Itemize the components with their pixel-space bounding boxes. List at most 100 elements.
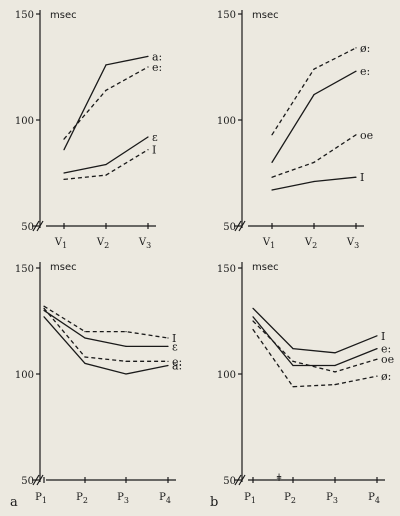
- series-line-3: [252, 320, 378, 373]
- series-line-2: [43, 309, 168, 348]
- x-tick-label-v3: V3: [138, 237, 151, 250]
- y-unit-label: msec: [252, 10, 279, 21]
- y-tick-label-50: 50: [21, 222, 34, 233]
- series-2-point-1: [252, 316, 254, 318]
- series-line-2: [271, 70, 357, 163]
- series-4-point-3: [334, 384, 336, 386]
- series-1-point-1: [63, 149, 65, 151]
- x-tick-label-p2: P2: [76, 492, 88, 505]
- y-unit-label: msec: [252, 262, 279, 273]
- series-label-2: e:: [381, 343, 391, 356]
- series-1-point-4: [167, 337, 169, 339]
- x-tick-label-p4: P4: [159, 492, 171, 505]
- series-1-point-1: [252, 307, 254, 309]
- series-3-point-3: [125, 360, 127, 362]
- series-2-point-1: [271, 161, 273, 163]
- y-tick-label-100: 100: [217, 116, 236, 127]
- series-label-3: e:: [172, 355, 182, 368]
- series-1-point-3: [147, 55, 149, 58]
- series-line-1: [43, 305, 169, 339]
- series-3-point-2: [84, 356, 86, 358]
- series-3-point-1: [63, 172, 65, 174]
- series-2-point-2: [292, 364, 294, 367]
- series-4-point-2: [84, 362, 86, 364]
- series-1-point-3: [355, 47, 357, 49]
- series-3-point-1: [43, 307, 45, 309]
- series-2-point-1: [43, 309, 45, 311]
- series-line-1: [271, 47, 357, 136]
- x-tick-label-v2: V2: [96, 237, 109, 250]
- series-3-point-4: [376, 358, 378, 360]
- series-label-1: ø:: [360, 42, 370, 55]
- x-tick-label-p2: P2: [284, 492, 296, 505]
- series-4-point-1: [252, 328, 254, 331]
- y-tick-label-150: 150: [217, 264, 236, 275]
- series-4-point-2: [313, 180, 315, 183]
- series-line-4: [252, 329, 378, 388]
- x-tick-label-v1: V1: [54, 237, 67, 250]
- series-2-point-4: [376, 348, 378, 350]
- series-2-point-3: [125, 345, 127, 347]
- series-2-point-3: [355, 70, 357, 72]
- series-label-4: I: [152, 144, 156, 157]
- series-1-point-3: [125, 331, 127, 333]
- chart-panel-3: 50 100 150 msec P1 P2 P3 P4 Iɛ e:a:: [15, 262, 182, 505]
- y-tick-label-150: 150: [217, 10, 236, 21]
- series-line-3: [43, 307, 168, 362]
- series-label-4: I: [360, 171, 364, 184]
- series-label-2: ɛ: [172, 340, 178, 353]
- p2-marker-glyph: ǂ: [277, 473, 282, 484]
- series-label-3: ɛ: [152, 131, 158, 144]
- series-3-point-1: [252, 320, 254, 322]
- series-2-point-3: [147, 66, 149, 68]
- series-line-1: [252, 307, 378, 354]
- series-label-4: a:: [172, 360, 182, 373]
- x-tick-label-p1: P1: [35, 492, 47, 505]
- series-1-point-2: [313, 68, 315, 70]
- chart-panel-1: 50 100 150 msec V1 V2 V3 a:e: ɛI: [15, 10, 162, 250]
- series-4-point-3: [147, 149, 149, 151]
- series-2-point-3: [334, 364, 336, 367]
- series-3-point-2: [313, 161, 315, 163]
- y-tick-label-150: 150: [15, 264, 34, 275]
- y-tick-label-150: 150: [15, 10, 34, 21]
- series-4-point-4: [167, 364, 169, 367]
- series-2-point-2: [105, 89, 107, 91]
- series-line-1: [63, 55, 149, 150]
- series-4-point-2: [105, 174, 107, 176]
- series-label-3: oe: [381, 353, 394, 366]
- series-label-1: I: [381, 330, 385, 343]
- series-line-4: [43, 316, 169, 375]
- series-4-point-1: [271, 189, 273, 191]
- series-2-point-2: [84, 337, 86, 339]
- series-label-2: e:: [152, 61, 162, 74]
- panel-letter-a: a: [10, 495, 18, 510]
- series-1-point-2: [292, 348, 294, 350]
- y-tick-label-100: 100: [15, 116, 34, 127]
- series-label-3: oe: [360, 129, 373, 142]
- y-tick-label-100: 100: [217, 370, 236, 381]
- x-tick-label-p4: P4: [368, 492, 380, 505]
- series-1-point-3: [334, 352, 336, 354]
- series-4-point-3: [125, 373, 127, 375]
- y-tick-label-100: 100: [15, 370, 34, 381]
- y-tick-label-50: 50: [223, 476, 236, 487]
- series-2-point-4: [167, 345, 169, 347]
- series-line-2: [63, 66, 149, 140]
- x-tick-label-v1: V1: [262, 237, 275, 250]
- series-3-point-1: [271, 176, 273, 178]
- chart-panel-4: 50 100 150 msec P1 P2 P3 P4 Ie:oe ø:: [217, 262, 394, 505]
- series-label-4: ø:: [381, 370, 391, 383]
- series-1-point-2: [105, 64, 107, 66]
- x-tick-label-p1: P1: [244, 492, 256, 505]
- series-3-point-3: [355, 134, 357, 136]
- series-3-point-3: [147, 136, 149, 138]
- x-tick-label-p3: P3: [117, 492, 129, 505]
- series-2-point-1: [63, 138, 65, 140]
- x-tick-label-v2: V2: [304, 237, 317, 250]
- series-3-point-2: [292, 360, 294, 362]
- series-4-point-1: [63, 178, 65, 180]
- chart-panel-2: 50 100 150 msec V1 V2 V3 ø: e: oe I: [217, 10, 373, 250]
- x-tick-label-v3: V3: [346, 237, 359, 250]
